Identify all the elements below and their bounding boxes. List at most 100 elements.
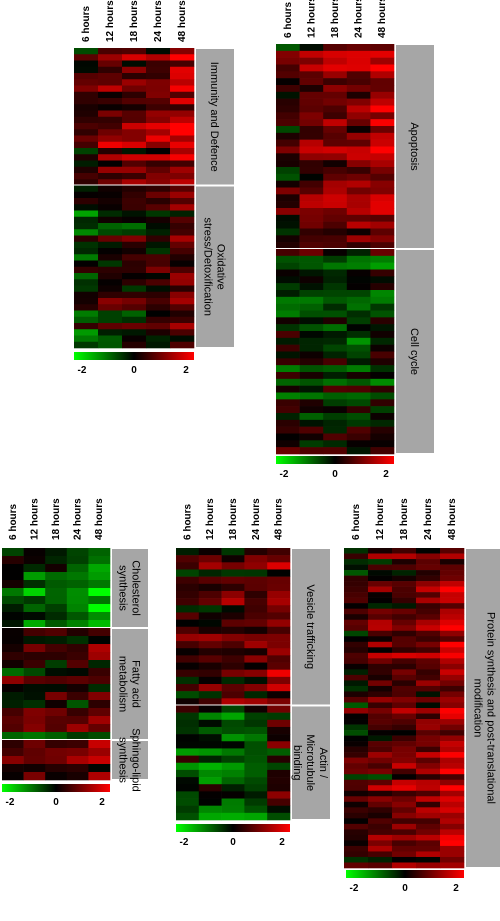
heatmap-cell [370, 276, 395, 284]
heatmap-cell [198, 684, 222, 692]
group-label: Cell cycle [408, 328, 420, 375]
group-label: Cholesterolsynthesis [117, 560, 142, 616]
heatmap-cell [244, 562, 268, 570]
column-header: 48 hours [177, 0, 188, 42]
heatmap-cell [2, 580, 24, 589]
heatmap-cell [146, 260, 171, 268]
heatmap-cell [416, 812, 441, 819]
heatmap-cell [74, 223, 99, 230]
heatmap-cell [368, 730, 393, 736]
heatmap-cell [267, 812, 291, 821]
heatmap-cell [198, 569, 222, 577]
heatmap-cell [45, 724, 68, 733]
heatmap-cell [267, 734, 291, 742]
heatmap-cell [323, 296, 348, 304]
heatmap-cell [146, 179, 171, 186]
heatmap-cell [198, 791, 222, 799]
heatmap-cell [440, 845, 465, 852]
heatmap-cell [344, 752, 369, 758]
heatmap-cell [122, 116, 147, 124]
heatmap-cell [276, 64, 300, 72]
heatmap-cell [368, 696, 393, 703]
heatmap-cell [299, 276, 324, 284]
heatmap-cell [323, 419, 348, 427]
heatmap-cell [23, 604, 46, 613]
heatmap-cell [346, 413, 371, 421]
heatmap-cell [346, 337, 371, 345]
heatmap-panel-1: 6 hours 12 hours 18 hours 24 hours 48 hours I… [74, 0, 234, 376]
heatmap-cell [88, 716, 111, 725]
heatmap-cell [170, 273, 195, 280]
heatmap-cell [276, 419, 300, 427]
column-header: 12 hours [105, 0, 116, 42]
heatmap-cell [392, 724, 417, 731]
heatmap-cell [74, 210, 99, 218]
heatmap-cell [98, 223, 123, 230]
heatmap-cell [344, 823, 369, 830]
heatmap-cell [440, 570, 465, 576]
heatmap-cell [323, 57, 348, 65]
heatmap-cell [392, 603, 417, 609]
heatmap-cell [344, 570, 369, 576]
heatmap-panel-3: 6 hours 12 hours 18 hours 24 hours 48 hours C… [2, 498, 148, 808]
heatmap-cell [299, 303, 324, 311]
heatmap-cell [267, 726, 291, 735]
heatmap-cell [146, 173, 171, 180]
heatmap-cell [346, 44, 371, 52]
heatmap-cell [370, 112, 395, 120]
heatmap-cell [370, 167, 395, 175]
heatmap-cell [392, 812, 417, 819]
heatmap-cell [176, 676, 200, 685]
heatmap-cell [170, 341, 195, 349]
heatmap-cell [244, 719, 268, 728]
heatmap-cell [344, 812, 369, 819]
heatmap-cell [66, 676, 89, 685]
heatmap-cell [370, 426, 395, 434]
heatmap-cell [176, 734, 200, 742]
heatmap-cell [146, 254, 171, 261]
heatmap-cell [370, 331, 395, 339]
heatmap-cell [416, 691, 441, 698]
heatmap-cell [146, 73, 171, 80]
heatmap-cell [370, 235, 395, 243]
heatmap-cell [346, 276, 371, 284]
heatmap-cell [368, 553, 393, 560]
heatmap-cell [23, 548, 46, 557]
heatmap-cell [276, 91, 300, 99]
heatmap-cell [146, 129, 171, 136]
heatmap-cell [267, 691, 291, 699]
heatmap-cell [88, 668, 111, 677]
heatmap-cell [221, 562, 245, 570]
heatmap-cell [198, 562, 222, 570]
heatmap-cell [344, 851, 369, 858]
heatmap-cell [98, 235, 123, 243]
heatmap-cell [66, 716, 89, 725]
heatmap-cell [344, 719, 369, 725]
heatmap-cell [440, 735, 465, 742]
heatmap-cell [276, 290, 300, 298]
group-label: Oxidativestress/Detoxification [202, 218, 227, 316]
heatmap-cell [416, 763, 441, 769]
heatmap-cell [244, 555, 268, 563]
heatmap-cell [299, 419, 324, 427]
heatmap-cell [370, 78, 395, 86]
heatmap-cell [2, 668, 24, 677]
heatmap-cell [370, 433, 395, 441]
heatmap-cell [276, 310, 300, 318]
heatmap-cell [74, 73, 99, 80]
heatmap-cell [244, 748, 268, 756]
heatmap-cell [23, 724, 46, 733]
heatmap-cell [370, 249, 395, 257]
heatmap-cell [45, 700, 68, 709]
heatmap-cell [276, 153, 300, 161]
heatmap-cell [299, 44, 324, 52]
heatmap-cell [122, 166, 147, 174]
heatmap-cell [74, 254, 99, 261]
colour-scale-tick: -2 [78, 365, 87, 376]
heatmap-cell [346, 153, 371, 161]
heatmap-cell [323, 399, 348, 407]
heatmap-cell [368, 763, 393, 769]
heatmap-cell [276, 378, 300, 386]
heatmap-cell [221, 548, 245, 556]
heatmap-cell [323, 173, 348, 181]
